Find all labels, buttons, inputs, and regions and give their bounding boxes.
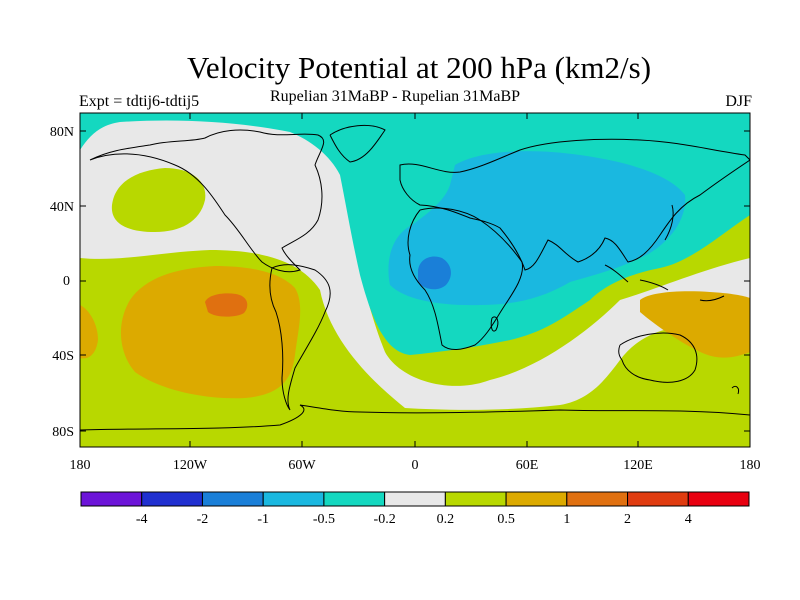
lat-label-40s: 40S (52, 349, 74, 364)
colorbar-swatch (505, 491, 568, 507)
lat-label-80n: 80N (50, 125, 74, 140)
lat-label-80s: 80S (52, 425, 74, 440)
page-title: Velocity Potential at 200 hPa (km2/s) (186, 50, 652, 85)
colorbar-label: 0.2 (437, 512, 455, 527)
colorbar-label: -2 (197, 512, 209, 527)
coastlines (80, 124, 750, 431)
lon-label-60e: 60E (516, 458, 539, 473)
colorbar-label: -0.2 (374, 512, 396, 527)
field-region-orange-pac (120, 266, 301, 399)
colorbar: -4 -2 -1 -0.5 -0.2 0.2 0.5 1 2 4 (80, 491, 750, 527)
field-region-grey (80, 113, 750, 410)
colorbar-label: -1 (257, 512, 269, 527)
colorbar-swatch (384, 491, 446, 507)
field-region-orange-east (640, 291, 750, 358)
lon-label-180e: 180 (740, 458, 761, 473)
season-label: DJF (725, 93, 752, 110)
lat-label-40n: 40N (50, 200, 74, 215)
axis-ticks (79, 113, 751, 447)
field-region-orange-west (80, 305, 98, 359)
lon-label-120e: 120E (623, 458, 653, 473)
colorbar-swatch (201, 491, 264, 507)
lat-label-0: 0 (63, 274, 70, 289)
colorbar-label: -0.5 (313, 512, 335, 527)
colorbar-swatch (687, 491, 750, 507)
contour-field (80, 113, 750, 447)
lon-label-120w: 120W (173, 458, 208, 473)
lon-label-60w: 60W (288, 458, 316, 473)
experiment-label: Expt = tdtij6-tdtij5 (79, 93, 200, 110)
subtitle: Rupelian 31MaBP - Rupelian 31MaBP (270, 88, 521, 105)
colorbar-swatch (323, 491, 386, 507)
colorbar-swatch (566, 491, 629, 507)
colorbar-label: 1 (563, 512, 570, 527)
colorbar-label: 0.5 (497, 512, 515, 527)
colorbar-label: 4 (685, 512, 692, 527)
field-region-darkorange (205, 293, 248, 317)
lat-labels: 80N 40N 0 40S 80S (50, 125, 74, 440)
colorbar-swatch (262, 491, 325, 507)
colorbar-swatch (80, 491, 143, 507)
colorbar-swatch (444, 491, 507, 507)
colorbar-label: 2 (624, 512, 631, 527)
field-region-blue (418, 256, 451, 290)
colorbar-swatch (627, 491, 689, 507)
colorbar-swatch (141, 491, 203, 507)
lon-labels: 180 120W 60W 0 60E 120E 180 (70, 458, 761, 473)
field-region-lightblue (388, 151, 686, 306)
lon-label-180w: 180 (70, 458, 91, 473)
field-region-green-npac (111, 168, 206, 232)
colorbar-label: -4 (136, 512, 148, 527)
lon-label-0: 0 (412, 458, 419, 473)
